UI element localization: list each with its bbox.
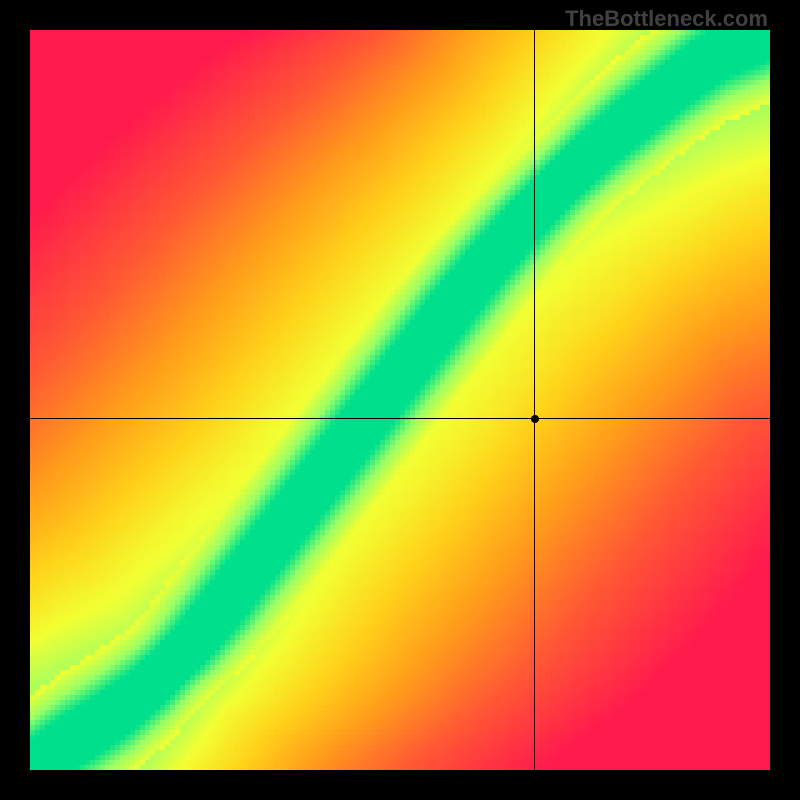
watermark-text: TheBottleneck.com [565, 6, 768, 32]
chart-container: TheBottleneck.com [0, 0, 800, 800]
bottleneck-heatmap [30, 30, 770, 770]
crosshair-marker [531, 415, 539, 423]
crosshair-horizontal [30, 418, 770, 419]
crosshair-vertical [534, 30, 535, 770]
